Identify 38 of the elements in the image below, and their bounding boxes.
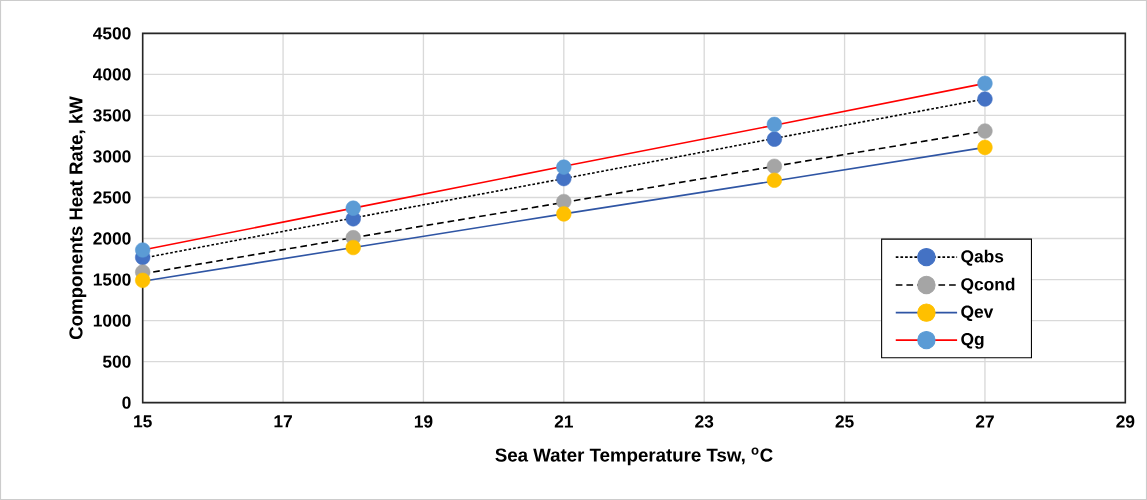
y-tick-label: 3000 bbox=[93, 150, 131, 163]
y-axis-title: Components Heat Rate, kW bbox=[68, 96, 87, 340]
point bbox=[766, 131, 782, 147]
legend-label: Qev bbox=[961, 305, 994, 322]
y-tick-label: 3500 bbox=[93, 109, 131, 122]
point bbox=[766, 116, 782, 133]
y-tick-label: 500 bbox=[102, 355, 131, 368]
y-tick-label: 1500 bbox=[93, 273, 131, 286]
y-tick-label: 0 bbox=[122, 396, 131, 409]
x-tick-label: 15 bbox=[134, 415, 152, 428]
point bbox=[766, 158, 782, 174]
y-tick-label: 4500 bbox=[93, 27, 131, 40]
x-axis-title: Sea Water Temperature Tsw, $^{o}$C bbox=[495, 447, 773, 466]
x-tick-label: 27 bbox=[975, 415, 994, 428]
point bbox=[556, 159, 572, 175]
x-tick-label: 25 bbox=[835, 415, 854, 428]
y-tick-label: 1000 bbox=[93, 314, 131, 327]
point bbox=[977, 123, 993, 139]
point bbox=[977, 139, 993, 156]
x-tick-label: 23 bbox=[695, 415, 714, 428]
point bbox=[977, 75, 993, 91]
point bbox=[345, 239, 361, 256]
point bbox=[345, 200, 361, 216]
x-tick-label: 21 bbox=[554, 415, 573, 428]
y-tick-label: 2500 bbox=[93, 191, 131, 204]
point bbox=[766, 172, 782, 188]
x-tick-label: 19 bbox=[414, 415, 433, 428]
legend-label: Qabs bbox=[961, 249, 1004, 266]
legend-label: Qg bbox=[961, 333, 984, 349]
x-tick-label: 29 bbox=[1116, 415, 1135, 428]
point bbox=[556, 206, 572, 222]
x-tick-label: 17 bbox=[274, 415, 292, 428]
point bbox=[135, 242, 151, 258]
legend-label: Qcond bbox=[961, 277, 1015, 294]
y-tick-label: 2000 bbox=[93, 232, 131, 245]
point bbox=[977, 91, 993, 107]
y-tick-label: 4000 bbox=[93, 68, 131, 81]
point bbox=[135, 272, 151, 288]
